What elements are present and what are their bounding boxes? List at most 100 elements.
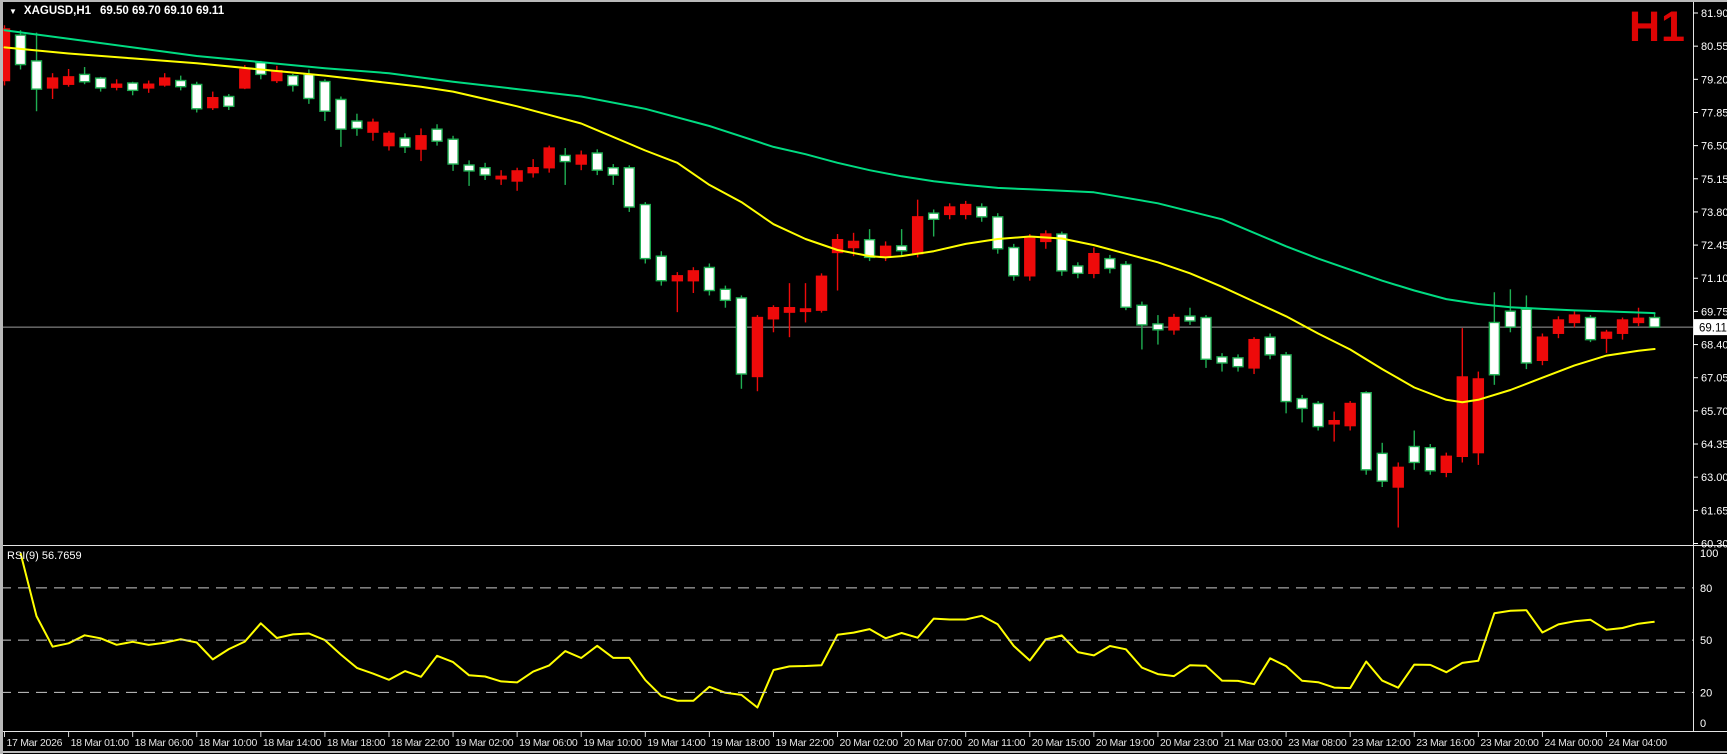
candle-bull bbox=[191, 83, 203, 110]
candle-bear bbox=[1168, 316, 1180, 331]
dropdown-triangle-icon[interactable]: ▼ bbox=[9, 6, 17, 16]
price-tick-label: 64.35 bbox=[1701, 439, 1727, 451]
candle-bull bbox=[992, 216, 1004, 250]
candle-bull bbox=[351, 120, 363, 130]
candle-bear bbox=[62, 76, 75, 85]
candle-bull bbox=[1408, 445, 1420, 464]
candle-bull bbox=[94, 77, 107, 89]
rsi-line bbox=[19, 552, 1655, 709]
symbol-period-label: XAGUSD,H1 bbox=[23, 5, 92, 17]
candle-bear bbox=[687, 270, 700, 282]
candle-bull bbox=[607, 167, 619, 176]
candle-bull bbox=[399, 137, 411, 148]
candle-bear bbox=[911, 216, 924, 255]
candle-bear bbox=[239, 68, 251, 89]
price-tick-label: 65.70 bbox=[1701, 406, 1727, 418]
time-tick-label: 18 Mar 01:00 bbox=[71, 737, 130, 749]
time-tick-label: 20 Mar 11:00 bbox=[968, 737, 1026, 749]
candle-bull bbox=[559, 154, 571, 163]
candle-bear bbox=[158, 77, 171, 86]
candle-bull bbox=[1376, 452, 1388, 482]
candle-bear bbox=[511, 170, 523, 182]
candle-bull bbox=[1152, 323, 1164, 331]
time-tick-label: 24 Mar 00:00 bbox=[1544, 737, 1603, 749]
chart-title: ▼ XAGUSD,H1 69.50 69.70 69.10 69.11 bbox=[9, 5, 224, 17]
candle-bull bbox=[1136, 304, 1148, 326]
time-tick-label: 23 Mar 08:00 bbox=[1288, 737, 1347, 749]
candle-bear bbox=[415, 135, 427, 150]
price-tick-label: 63.00 bbox=[1701, 472, 1727, 484]
price-tick-label: 67.05 bbox=[1701, 373, 1727, 385]
candle-bull bbox=[863, 238, 876, 259]
candle-bull bbox=[1184, 315, 1196, 322]
time-tick-label: 19 Mar 22:00 bbox=[775, 737, 834, 749]
time-tick-label: 21 Mar 03:00 bbox=[1224, 737, 1283, 749]
time-tick-label: 23 Mar 12:00 bbox=[1352, 737, 1411, 749]
candle-bear bbox=[783, 307, 796, 313]
time-tick-label: 20 Mar 15:00 bbox=[1032, 737, 1091, 749]
candle-bear bbox=[367, 121, 379, 133]
candle-bull bbox=[1008, 246, 1020, 277]
candle-bear bbox=[527, 167, 539, 174]
candle-bull bbox=[223, 95, 235, 108]
candle-bull bbox=[591, 152, 603, 171]
candle-bear bbox=[960, 203, 972, 216]
candle-bull bbox=[463, 164, 475, 172]
candle-bull bbox=[479, 167, 491, 176]
candle-bull bbox=[1424, 447, 1436, 472]
candle-bull bbox=[927, 212, 940, 221]
price-tick-label: 69.75 bbox=[1701, 306, 1727, 318]
candle-bull bbox=[735, 297, 748, 375]
candle-bull bbox=[126, 82, 139, 92]
candle-bull bbox=[1264, 336, 1276, 356]
price-tick-label: 61.65 bbox=[1701, 505, 1727, 517]
candle-bull bbox=[1360, 391, 1372, 471]
time-tick-label: 19 Mar 06:00 bbox=[519, 737, 578, 749]
rsi-scale-label: 0 bbox=[1700, 718, 1706, 730]
candle-bear bbox=[1472, 378, 1485, 454]
rsi-scale-label: 100 bbox=[1700, 548, 1718, 560]
candle-bull bbox=[655, 255, 668, 282]
candle-bear bbox=[1344, 402, 1356, 427]
candle-bull bbox=[1232, 357, 1244, 368]
candle-bear bbox=[1600, 331, 1613, 339]
ma-fast-line bbox=[3, 46, 1656, 404]
price-tick-label: 73.80 bbox=[1701, 207, 1727, 219]
candle-bear bbox=[879, 245, 892, 257]
candle-bull bbox=[30, 60, 43, 90]
price-tick-label: 80.55 bbox=[1701, 41, 1727, 53]
candle-bear bbox=[815, 275, 828, 311]
candle-bull bbox=[175, 79, 187, 88]
window-frame-bottom bbox=[0, 751, 1727, 753]
candle-bear bbox=[0, 28, 11, 82]
candle-bull bbox=[1216, 356, 1228, 364]
candle-bear bbox=[1456, 376, 1469, 458]
candle-bear bbox=[110, 83, 123, 88]
candle-bull bbox=[1520, 308, 1533, 364]
candle-bull bbox=[447, 138, 459, 165]
candle-bear bbox=[1632, 317, 1645, 324]
time-tick-label: 18 Mar 06:00 bbox=[135, 737, 194, 749]
price-tick-label: 60.30 bbox=[1701, 538, 1727, 550]
time-tick-label: 18 Mar 18:00 bbox=[327, 737, 386, 749]
candle-bear bbox=[575, 154, 587, 165]
time-tick-label: 23 Mar 16:00 bbox=[1416, 737, 1475, 749]
candle-bear bbox=[1392, 466, 1404, 488]
time-tick-label: 18 Mar 10:00 bbox=[199, 737, 258, 749]
rsi-indicator-label: RSI(9) 56.7659 bbox=[7, 550, 82, 562]
candle-bull bbox=[1120, 263, 1132, 308]
candle-bull bbox=[1280, 354, 1292, 403]
candle-bear bbox=[142, 83, 155, 89]
candle-bull bbox=[1488, 321, 1501, 376]
candle-bull bbox=[319, 80, 331, 112]
candle-bear bbox=[767, 307, 780, 320]
time-tick-label: 23 Mar 20:00 bbox=[1480, 737, 1539, 749]
price-tick-label: 72.45 bbox=[1701, 240, 1727, 252]
time-tick-label: 20 Mar 07:00 bbox=[904, 737, 963, 749]
time-tick-label: 20 Mar 23:00 bbox=[1160, 737, 1219, 749]
candle-bear bbox=[751, 316, 764, 378]
time-tick-label: 18 Mar 14:00 bbox=[263, 737, 322, 749]
price-tick-label: 76.50 bbox=[1701, 141, 1727, 153]
